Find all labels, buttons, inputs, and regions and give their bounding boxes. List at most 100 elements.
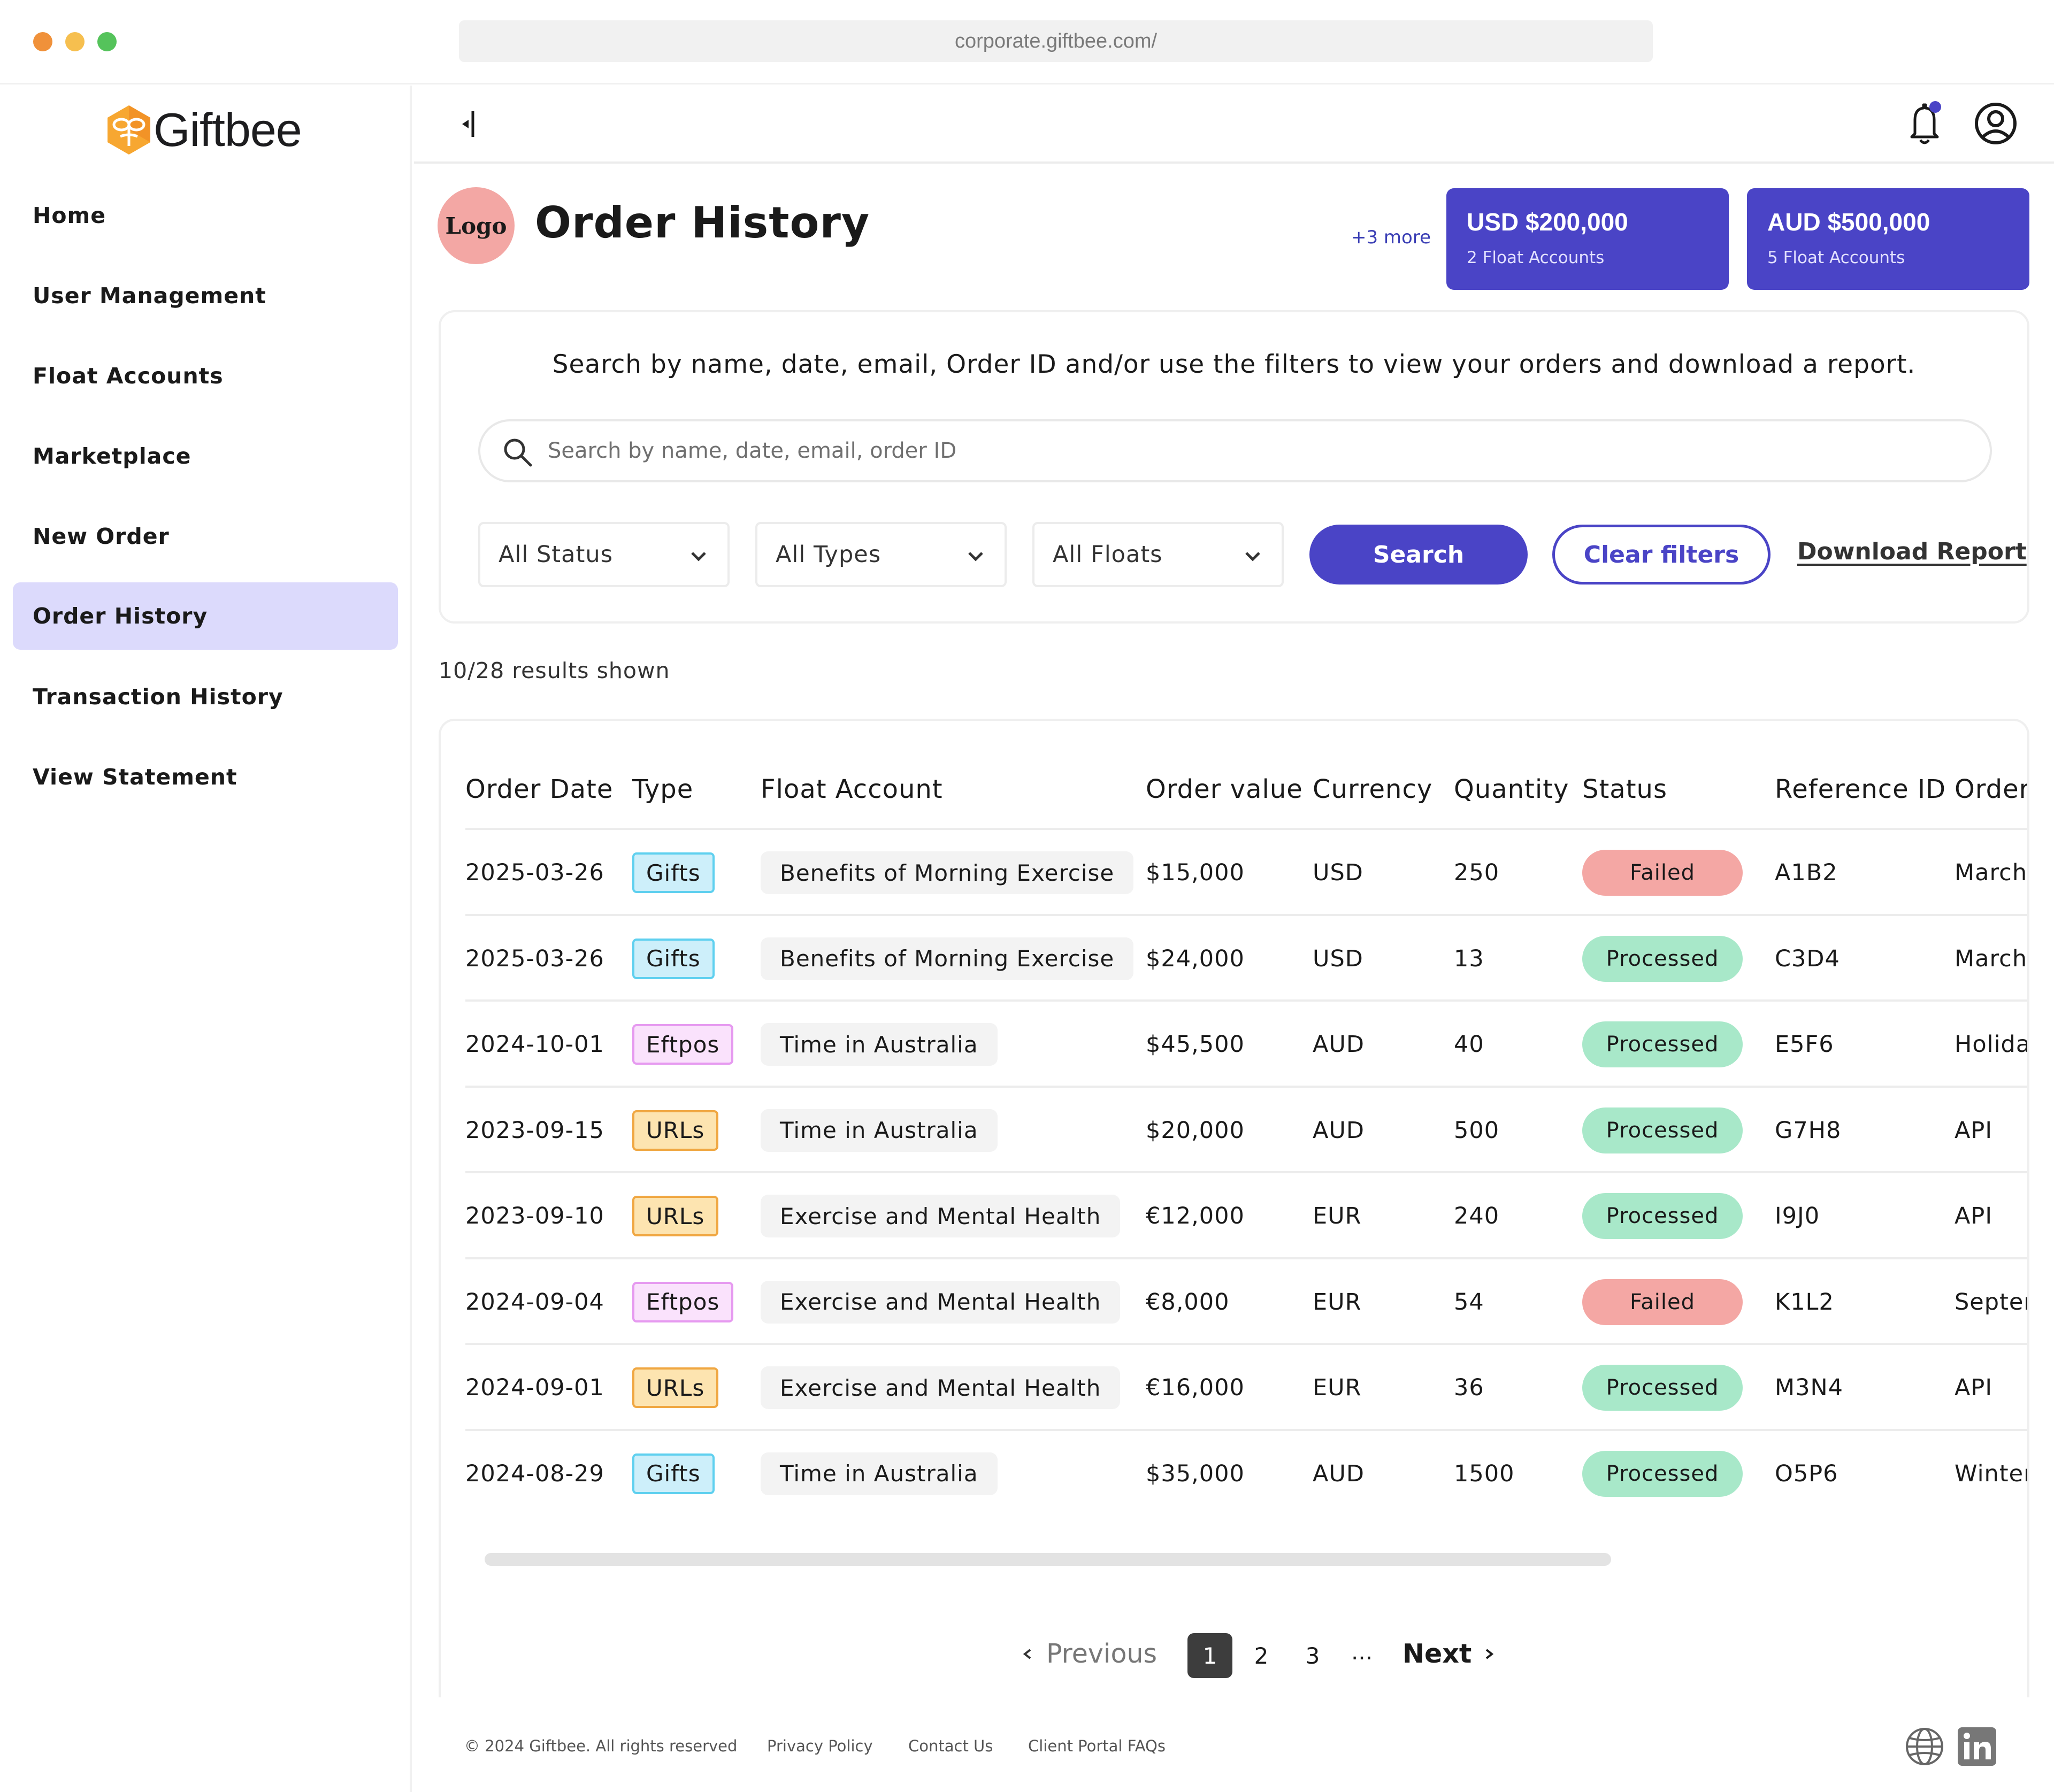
cell-order-date: 2025-03-26 [465, 859, 604, 886]
table-row[interactable]: 2024-08-29 Gifts Time in Australia $35,000 A… [465, 1428, 2027, 1514]
float-filter-dropdown[interactable]: All Floats [1032, 522, 1284, 587]
horizontal-scrollbar[interactable] [485, 1553, 1611, 1566]
type-filter-dropdown[interactable]: All Types [755, 522, 1007, 587]
giftbee-logo[interactable]: Giftbee [104, 103, 302, 157]
table-row[interactable]: 2023-09-15 URLs Time in Australia $20,000 AU… [465, 1085, 2027, 1171]
cell-order-value: $35,000 [1146, 1460, 1245, 1487]
table-row[interactable]: 2024-09-04 Eftpos Exercise and Mental Heal… [465, 1257, 2027, 1345]
linkedin-icon[interactable] [1957, 1726, 1997, 1767]
sidebar: Giftbee Home User Management Float Accou… [0, 86, 412, 1792]
status-badge: Processed [1582, 1450, 1743, 1497]
cell-status: Processed [1582, 1173, 1743, 1259]
download-report-link[interactable]: Download Report [1797, 538, 2027, 565]
type-badge: Gifts [632, 852, 715, 893]
float-account-badge: Time in Australia [761, 1109, 998, 1152]
next-page-button[interactable]: Next [1402, 1639, 1497, 1669]
table-row[interactable]: 2023-09-10 URLs Exercise and Mental Health… [465, 1171, 2027, 1259]
search-box[interactable] [478, 419, 1992, 482]
cell-type: URLs [632, 1345, 719, 1430]
window-minimize-button[interactable] [65, 32, 85, 51]
dropdown-value: All Floats [1053, 541, 1163, 568]
user-circle-icon[interactable] [1974, 102, 2018, 145]
cell-order: Holiday [1955, 1031, 2029, 1058]
dropdown-value: All Status [499, 541, 613, 568]
sidebar-item-new-order[interactable]: New Order [33, 524, 170, 549]
collapse-sidebar-icon[interactable] [459, 107, 480, 141]
cell-float-account: Benefits of Morning Exercise [761, 916, 1134, 1002]
globe-icon[interactable] [1904, 1726, 1945, 1767]
cell-quantity: 40 [1454, 1031, 1484, 1058]
page-2-button[interactable]: 2 [1254, 1642, 1269, 1669]
status-badge: Processed [1582, 1107, 1743, 1153]
cell-status: Failed [1582, 830, 1743, 916]
pagination-ellipsis: ... [1351, 1639, 1373, 1665]
column-header-status[interactable]: Status [1582, 774, 1667, 804]
page-3-button[interactable]: 3 [1305, 1642, 1320, 1669]
cell-type: URLs [632, 1173, 719, 1259]
cell-float-account: Exercise and Mental Health [761, 1259, 1121, 1345]
cell-reference-id: C3D4 [1775, 945, 1840, 972]
float-subtitle: 5 Float Accounts [1767, 248, 1905, 267]
column-header-order[interactable]: Order [1955, 774, 2029, 804]
cell-currency: AUD [1313, 1460, 1365, 1487]
previous-page-button[interactable]: Previous [1020, 1639, 1157, 1669]
address-bar[interactable]: corporate.giftbee.com/ [459, 20, 1653, 62]
sidebar-item-user-management[interactable]: User Management [33, 283, 266, 309]
window-close-button[interactable] [33, 32, 52, 51]
status-badge: Processed [1582, 1193, 1743, 1239]
cell-order: Septem [1955, 1288, 2027, 1316]
footer-link-privacy[interactable]: Privacy Policy [767, 1737, 873, 1755]
chevron-down-icon [1245, 552, 1260, 562]
table-row[interactable]: 2025-03-26 Gifts Benefits of Morning Exerc… [465, 828, 2027, 916]
cell-order-value: €12,000 [1146, 1203, 1245, 1229]
cell-currency: USD [1313, 945, 1363, 972]
column-header-reference-id[interactable]: Reference ID [1775, 774, 1946, 804]
cell-order-value: $45,500 [1146, 1031, 1245, 1058]
column-header-float-account[interactable]: Float Account [761, 774, 943, 804]
sidebar-item-marketplace[interactable]: Marketplace [33, 443, 191, 469]
table-row[interactable]: 2024-09-01 URLs Exercise and Mental Health… [465, 1343, 2027, 1430]
cell-quantity: 1500 [1454, 1460, 1515, 1487]
cell-quantity: 36 [1454, 1374, 1484, 1401]
type-badge: URLs [632, 1367, 719, 1408]
cell-reference-id: M3N4 [1775, 1374, 1843, 1401]
sidebar-item-transaction-history[interactable]: Transaction History [33, 684, 283, 710]
column-header-order-date[interactable]: Order Date [465, 774, 614, 804]
search-input[interactable] [548, 432, 1938, 470]
window-maximize-button[interactable] [97, 32, 117, 51]
footer-link-faqs[interactable]: Client Portal FAQs [1028, 1737, 1166, 1755]
column-header-quantity[interactable]: Quantity [1454, 774, 1569, 804]
sidebar-item-float-accounts[interactable]: Float Accounts [33, 363, 224, 389]
cell-quantity: 250 [1454, 859, 1500, 886]
float-amount: USD $200,000 [1467, 208, 1628, 236]
sidebar-item-home[interactable]: Home [33, 203, 106, 228]
float-subtitle: 2 Float Accounts [1467, 248, 1605, 267]
more-floats-link[interactable]: +3 more [1351, 227, 1431, 248]
previous-label: Previous [1046, 1639, 1158, 1669]
sidebar-item-view-statement[interactable]: View Statement [33, 764, 237, 790]
column-header-type[interactable]: Type [632, 774, 694, 804]
cell-reference-id: A1B2 [1775, 859, 1838, 886]
column-header-order-value[interactable]: Order value [1146, 774, 1303, 804]
bell-icon[interactable] [1904, 99, 1945, 148]
cell-order-date: 2024-09-01 [465, 1374, 604, 1401]
table-row[interactable]: 2025-03-26 Gifts Benefits of Morning Exerc… [465, 913, 2027, 1002]
cell-float-account: Exercise and Mental Health [761, 1345, 1121, 1430]
cell-reference-id: E5F6 [1775, 1031, 1834, 1058]
page-1-button[interactable]: 1 [1187, 1633, 1232, 1678]
status-filter-dropdown[interactable]: All Status [478, 522, 730, 587]
float-card-usd[interactable]: USD $200,000 2 Float Accounts [1446, 188, 1729, 290]
cell-order-value: €8,000 [1146, 1288, 1230, 1316]
cell-order-date: 2023-09-10 [465, 1203, 604, 1229]
top-bar [414, 86, 2054, 164]
search-button[interactable]: Search [1309, 525, 1528, 584]
column-header-currency[interactable]: Currency [1313, 774, 1433, 804]
cell-currency: AUD [1313, 1031, 1365, 1058]
cell-float-account: Benefits of Morning Exercise [761, 830, 1134, 916]
table-row[interactable]: 2024-10-01 Eftpos Time in Australia $45,500… [465, 999, 2029, 1085]
cell-currency: AUD [1313, 1117, 1365, 1144]
sidebar-item-order-history[interactable]: Order History [13, 582, 398, 650]
clear-filters-button[interactable]: Clear filters [1552, 525, 1771, 584]
footer-link-contact[interactable]: Contact Us [908, 1737, 993, 1755]
float-card-aud[interactable]: AUD $500,000 5 Float Accounts [1747, 188, 2029, 290]
